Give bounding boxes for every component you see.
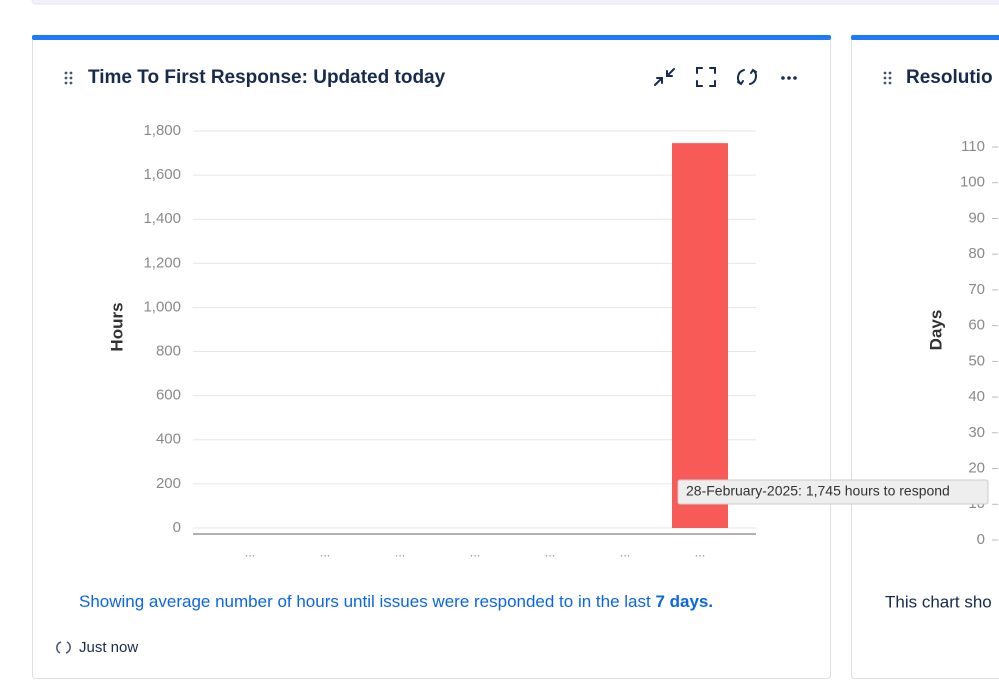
card-accent	[32, 35, 831, 40]
y-tick-label: 110	[961, 138, 985, 155]
top-strip	[32, 0, 999, 4]
y-tick-label: 1,400	[143, 210, 181, 227]
y-axis-label: Hours	[107, 302, 126, 351]
x-tick-label: ...	[395, 544, 406, 559]
gadget-description: This chart sho	[885, 592, 992, 611]
y-tick-label: 1,200	[143, 254, 181, 271]
y-tick-label: 70	[968, 281, 985, 298]
card-accent	[851, 35, 999, 40]
y-tick-label: 60	[968, 317, 985, 334]
gadget-title: Resolutio	[906, 67, 993, 88]
x-tick-label: ...	[320, 544, 331, 559]
y-tick-label: 20	[968, 460, 985, 477]
y-tick-label: 0	[173, 519, 181, 536]
y-tick-label: 100	[960, 174, 985, 191]
y-tick-label: 800	[156, 343, 181, 360]
tooltip: 28-February-2025: 1,745 hours to respond	[678, 480, 988, 504]
y-tick-label: 1,000	[143, 298, 181, 315]
y-tick-label: 90	[968, 209, 985, 226]
x-tick-label: ...	[245, 544, 256, 559]
gadget-description: Showing average number of hours until is…	[79, 592, 713, 611]
y-axis-label: Days	[926, 310, 945, 351]
y-tick-label: 1,800	[143, 122, 181, 139]
gadget-title: Time To First Response: Updated today	[88, 67, 446, 88]
tooltip-text: 28-February-2025: 1,745 hours to respond	[686, 483, 950, 499]
description-emphasis: 7 days.	[655, 592, 713, 611]
y-tick-label: 80	[968, 245, 985, 262]
x-tick-label: ...	[695, 544, 706, 559]
x-tick-label: ...	[620, 544, 631, 559]
bar	[672, 143, 728, 528]
more-button[interactable]	[781, 76, 797, 80]
y-tick-label: 40	[968, 388, 985, 405]
y-tick-label: 200	[156, 475, 181, 492]
y-tick-label: 400	[156, 431, 181, 448]
y-tick-label: 600	[156, 387, 181, 404]
y-tick-label: 0	[977, 531, 985, 548]
y-tick-label: 50	[968, 352, 985, 369]
x-tick-label: ...	[545, 544, 556, 559]
y-tick-label: 30	[968, 424, 985, 441]
y-tick-label: 1,600	[143, 166, 181, 183]
description-text: Showing average number of hours until is…	[79, 592, 655, 611]
refreshed-time: Just now	[79, 639, 138, 656]
x-tick-label: ...	[470, 544, 481, 559]
